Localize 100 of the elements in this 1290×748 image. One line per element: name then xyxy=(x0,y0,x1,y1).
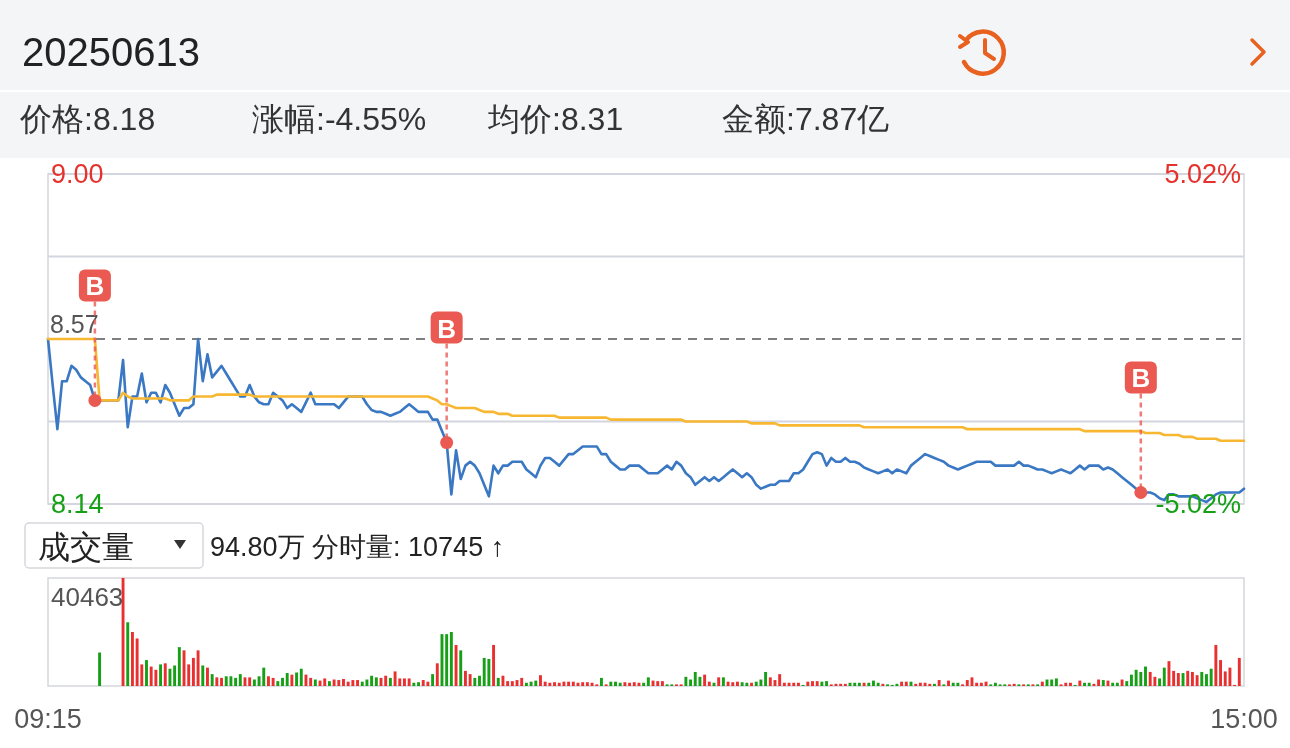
text: B xyxy=(85,271,105,302)
bar xyxy=(1087,682,1091,686)
bar xyxy=(932,683,936,686)
bar xyxy=(895,683,899,686)
y-tick-label: 9.00 xyxy=(51,159,104,189)
bar xyxy=(754,681,758,686)
bar xyxy=(154,669,158,686)
bar xyxy=(764,671,768,686)
text: 涨幅:-4.55% xyxy=(252,101,427,137)
bar xyxy=(904,681,908,686)
bar xyxy=(431,674,435,686)
bar xyxy=(843,683,847,686)
bar xyxy=(356,680,360,686)
bar xyxy=(173,665,177,686)
bar xyxy=(1115,682,1119,686)
x-tick-label: 15:00 xyxy=(1210,704,1278,734)
bar xyxy=(126,622,130,686)
bar xyxy=(299,668,303,686)
bar xyxy=(618,682,622,686)
bar xyxy=(229,676,233,686)
bar xyxy=(248,677,252,686)
bar xyxy=(585,682,589,686)
bar xyxy=(360,681,364,686)
bar xyxy=(820,681,824,686)
bar xyxy=(159,664,163,686)
text: 94.80万 分时量: 10745 ↑ xyxy=(210,532,505,562)
bar xyxy=(745,682,749,686)
text: 成交量 xyxy=(38,529,134,565)
chart-title: 20250613 xyxy=(22,30,200,74)
annotation: 40463 xyxy=(51,582,124,612)
bar xyxy=(975,682,979,686)
bar xyxy=(1092,683,1096,686)
bar xyxy=(215,677,219,686)
bar xyxy=(703,674,707,686)
bar xyxy=(923,682,927,686)
bar xyxy=(1237,657,1241,686)
bar xyxy=(656,681,660,686)
bar xyxy=(979,682,983,686)
bar xyxy=(562,681,566,686)
bar xyxy=(403,678,406,686)
bar xyxy=(707,681,711,686)
bar xyxy=(468,674,472,686)
bar xyxy=(806,681,810,686)
bar xyxy=(1064,682,1068,686)
x-tick-label: 09:15 xyxy=(14,704,82,734)
bar xyxy=(947,680,950,686)
bar xyxy=(210,674,214,686)
bar xyxy=(750,682,753,686)
bar xyxy=(1186,670,1190,686)
bar xyxy=(323,678,327,686)
bar xyxy=(421,680,425,686)
bar xyxy=(374,677,378,686)
bar xyxy=(98,652,102,686)
bar xyxy=(496,677,500,686)
bar xyxy=(384,675,388,686)
line-series xyxy=(46,337,1246,442)
bar xyxy=(524,682,528,686)
bar xyxy=(365,679,369,686)
bar xyxy=(1097,679,1101,686)
bar xyxy=(834,683,838,686)
bar xyxy=(717,677,721,686)
bar xyxy=(778,674,782,686)
bar xyxy=(689,679,693,686)
bar xyxy=(993,682,997,686)
bar xyxy=(276,681,280,686)
bar xyxy=(1134,669,1138,686)
bar xyxy=(1101,680,1105,686)
bar xyxy=(914,683,918,686)
bar xyxy=(1172,670,1176,686)
bar xyxy=(388,677,392,686)
bar xyxy=(1139,671,1143,686)
bar xyxy=(698,676,702,686)
bar xyxy=(407,678,411,686)
bar xyxy=(459,650,463,686)
text: 均价:8.31 xyxy=(487,101,624,137)
bar xyxy=(787,682,791,686)
bar xyxy=(506,681,510,686)
bar xyxy=(168,668,172,686)
bar xyxy=(281,677,284,686)
bar xyxy=(1190,671,1194,686)
bar xyxy=(900,681,904,686)
bar xyxy=(1111,682,1115,686)
y2-tick-label: 5.02% xyxy=(1164,159,1241,189)
bar xyxy=(1120,679,1124,686)
bar xyxy=(782,682,786,686)
bar xyxy=(206,667,209,686)
bar xyxy=(262,667,266,686)
bar xyxy=(332,679,336,686)
bar xyxy=(736,681,739,686)
bar xyxy=(581,682,585,686)
point xyxy=(88,393,102,407)
bar xyxy=(1125,681,1129,686)
bar xyxy=(876,682,880,686)
bar xyxy=(482,657,486,686)
bar xyxy=(928,683,932,686)
bar xyxy=(1158,678,1162,686)
bar xyxy=(1040,681,1044,686)
bar xyxy=(599,677,603,686)
bar xyxy=(478,675,481,686)
bar xyxy=(417,682,420,686)
